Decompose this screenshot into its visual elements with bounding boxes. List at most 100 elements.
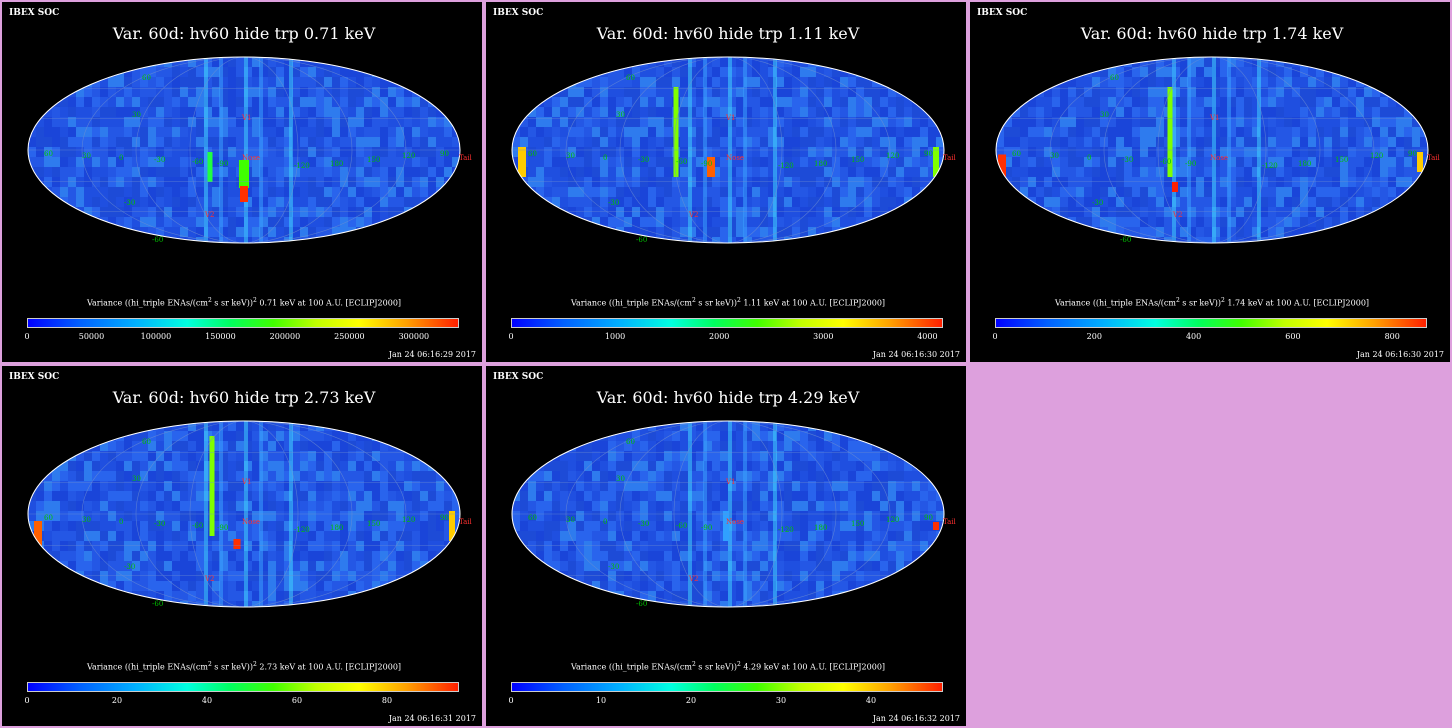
map-label-lon-30: 30 [566,516,575,524]
map-label-lon-60: 60 [44,514,53,522]
map-label-lon-m30: -30 [638,520,649,528]
colorbar-tick-label: 60 [291,696,303,705]
timestamp: Jan 24 06:16:29 2017 [388,350,476,359]
map-border [511,420,945,608]
timestamp: Jan 24 06:16:31 2017 [388,714,476,723]
sky-map-panel-1: IBEX SOC Var. 60d: hv60 hide trp 0.71 ke… [2,2,482,362]
map-label-lon-m60: -60 [1160,158,1171,166]
colorbar-tick-label: 800 [1384,332,1400,341]
map-label-lon-m60: -60 [676,522,687,530]
timestamp: Jan 24 06:16:30 2017 [1356,350,1444,359]
map-label-lon-120: 120 [1370,152,1383,160]
colorbar-tick-label: 1000 [604,332,626,341]
colorbar [995,318,1427,328]
map-label-lat-30: 30 [616,475,625,483]
colorbar-ticks: 0 1000 2000 3000 4000 [508,332,943,344]
colorbar-tick-label: 0 [24,332,30,341]
map-label-lat-60: 60 [626,438,635,446]
map-label-lat-60: 60 [142,74,151,82]
map-label-nose: Nose [242,154,260,162]
colorbar-tick-label: 3000 [813,332,834,341]
sky-map-panel-4: IBEX SOC Var. 60d: hv60 hide trp 2.73 ke… [2,366,482,726]
colorbar-tick-label: 2000 [709,332,730,341]
colorbar-label: Variance ((hi_triple ENAs/(cm2 s sr keV)… [1054,297,1370,308]
map-label-lat-30: 30 [132,111,141,119]
org-label: IBEX SOC [493,8,544,18]
map-label-lon-180: 180 [814,524,827,532]
colorbar [511,318,943,328]
colorbar-tick-label: 100000 [140,332,172,341]
map-label-lon-m90: -90 [701,160,712,168]
panel-title: Var. 60d: hv60 hide trp 0.71 keV [112,24,376,43]
timestamp: Jan 24 06:16:30 2017 [872,350,960,359]
map-label-tail: Tail [459,154,473,162]
colorbar-tick-label: 300000 [398,332,430,341]
map-label-lon-60: 60 [1012,150,1021,158]
map-label-lat-m30: -30 [608,563,619,571]
colorbar [27,318,459,328]
map-label-lon-180: 180 [1298,160,1311,168]
map-label-lat-m30: -30 [1092,199,1103,207]
org-label: IBEX SOC [9,372,60,382]
colorbar-tick-label: 20 [685,696,697,705]
map-label-lon-120: 120 [886,152,899,160]
map-label-lat-60: 60 [1110,74,1119,82]
colorbar-tick-label: 20 [111,696,123,705]
colorbar-tick-label: 600 [1285,332,1301,341]
map-label-lon-m30: -30 [154,156,165,164]
map-border [27,56,461,244]
map-label-lat-m60: -60 [1120,236,1131,244]
colorbar-tick-label: 40 [201,696,213,705]
sky-map: 60 30 -30 -60 60 30 0 -30 -60 -90 -120 180 150 120 90 N… [511,56,957,244]
map-label-lon-m120: -120 [778,162,794,170]
map-label-lon-m30: -30 [1122,156,1133,164]
map-label-lon-150: 150 [1335,156,1348,164]
sky-map: 60 30 -30 -60 60 30 0 -30 -60 -90 -120 180 150 120 90 N… [995,56,1441,244]
map-label-lon-0: 0 [603,154,607,162]
map-label-lon-120: 120 [402,152,415,160]
map-label-lon-m60: -60 [676,158,687,166]
map-label-lon-m120: -120 [294,526,310,534]
map-label-v2: V2 [688,575,699,583]
sky-map: 60 30 -30 -60 60 30 0 -30 -60 -90 -120 180 150 120 90 N… [511,420,957,608]
panel-title: Var. 60d: hv60 hide trp 2.73 keV [112,388,376,407]
colorbar [27,682,459,692]
colorbar-tick-label: 400 [1185,332,1202,341]
colorbar-ticks: 0 200 400 600 800 [992,332,1427,344]
colorbar-label: Variance ((hi_triple ENAs/(cm2 s sr keV)… [86,297,402,308]
map-label-lon-m120: -120 [778,526,794,534]
colorbar-ticks: 0 10 20 30 40 [508,696,943,708]
map-label-v1: V1 [725,478,736,486]
map-label-lon-90: 90 [440,150,449,158]
map-label-lat-30: 30 [1100,111,1109,119]
org-label: IBEX SOC [9,8,60,18]
panel-title: Var. 60d: hv60 hide trp 1.74 keV [1080,24,1344,43]
map-label-lon-m30: -30 [154,520,165,528]
map-label-lon-m90: -90 [701,524,712,532]
panel-title: Var. 60d: hv60 hide trp 4.29 keV [596,388,860,407]
map-label-v1: V1 [241,478,252,486]
colorbar-tick-label: 250000 [334,332,365,341]
colorbar-tick-label: 0 [508,332,514,341]
map-label-lon-m90: -90 [217,524,228,532]
map-label-lon-120: 120 [886,516,899,524]
map-label-lat-m30: -30 [124,199,135,207]
map-label-lon-120: 120 [402,516,415,524]
map-label-lat-m60: -60 [152,236,163,244]
map-label-lon-90: 90 [924,514,933,522]
map-label-lon-60: 60 [528,150,537,158]
org-label: IBEX SOC [977,8,1028,18]
map-label-lon-0: 0 [603,518,607,526]
colorbar-tick-label: 0 [992,332,998,341]
map-label-lon-30: 30 [1050,152,1059,160]
colorbar-tick-label: 30 [775,696,787,705]
map-label-nose: Nose [726,154,744,162]
map-label-lon-0: 0 [119,518,123,526]
map-label-lon-0: 0 [119,154,123,162]
map-label-v2: V2 [1172,211,1183,219]
map-label-v1: V1 [725,114,736,122]
colorbar-tick-label: 10 [595,696,607,705]
colorbar-tick-label: 200 [1086,332,1102,341]
map-label-lat-m30: -30 [124,563,135,571]
map-border [511,56,945,244]
